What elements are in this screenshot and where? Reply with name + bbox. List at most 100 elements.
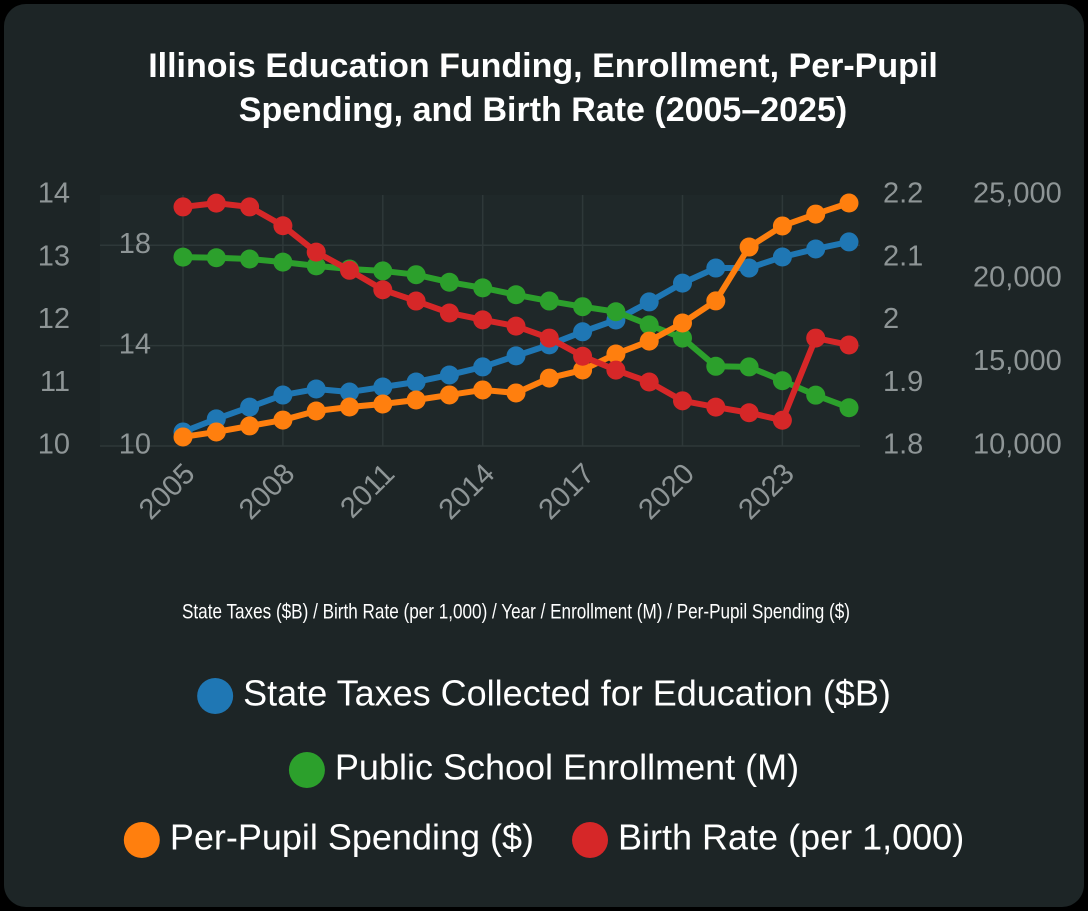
y3-tick-label: 11 <box>40 366 70 398</box>
data-point <box>706 397 726 417</box>
data-point <box>406 390 426 410</box>
data-point <box>473 310 493 330</box>
data-point <box>373 280 393 300</box>
data-point <box>606 360 626 380</box>
legend-marker <box>288 752 325 788</box>
chart: Illinois Education Funding, Enrollment, … <box>38 47 1062 858</box>
data-point <box>506 383 526 403</box>
data-point <box>806 204 826 224</box>
data-point <box>240 397 260 417</box>
legend-item: Per-Pupil Spending ($) <box>123 817 534 858</box>
data-point <box>306 256 326 276</box>
data-point <box>772 216 792 236</box>
legend-label: Public School Enrollment (M) <box>335 747 799 788</box>
data-point <box>306 401 326 421</box>
data-point <box>573 346 593 366</box>
data-point <box>573 322 593 342</box>
data-point <box>340 382 359 402</box>
y2-tick-label: 2.2 <box>883 178 923 210</box>
legend-item: Birth Rate (per 1,000) <box>572 817 964 858</box>
data-point <box>173 427 193 447</box>
data-point <box>306 242 326 262</box>
data-point <box>673 313 692 333</box>
legend-label: Birth Rate (per 1,000) <box>618 817 964 858</box>
y3-tick-label: 13 <box>38 240 70 272</box>
data-point <box>206 422 226 442</box>
data-point <box>439 303 459 323</box>
data-point <box>373 261 393 281</box>
legend-marker <box>197 678 234 714</box>
data-point <box>240 197 260 217</box>
y4-tick-label: 25,000 <box>973 178 1062 210</box>
data-point <box>473 380 493 400</box>
y2-tick-label: 1.8 <box>883 429 923 461</box>
data-point <box>706 291 726 311</box>
card: Illinois Education Funding, Enrollment, … <box>4 4 1084 907</box>
x-tick-label: 2008 <box>233 458 301 526</box>
data-point <box>806 239 826 259</box>
data-point <box>473 357 493 377</box>
legend-marker <box>572 822 609 858</box>
data-point <box>839 193 859 213</box>
x-axis-label: State Taxes ($B) / Birth Rate (per 1,000… <box>182 601 850 624</box>
y3-tick-label: 10 <box>38 429 70 461</box>
data-point <box>839 335 859 355</box>
data-point <box>673 328 692 348</box>
data-point <box>839 398 859 418</box>
data-point <box>439 365 459 385</box>
legend-label: State Taxes Collected for Education ($B) <box>243 673 891 714</box>
y3-tick-label: 14 <box>38 178 70 210</box>
data-point <box>273 410 293 430</box>
data-point <box>639 331 659 351</box>
data-point <box>806 385 826 405</box>
data-point <box>439 272 459 292</box>
y2-tick-label: 2.1 <box>883 240 923 272</box>
data-point <box>573 360 593 380</box>
y-tick-label: 14 <box>119 328 151 360</box>
data-point <box>240 249 260 269</box>
data-point <box>739 357 759 377</box>
y2-tick-label: 1.9 <box>883 366 923 398</box>
data-point <box>639 292 659 312</box>
data-point <box>539 368 559 388</box>
data-point <box>340 260 359 280</box>
data-point <box>173 247 193 267</box>
data-point <box>739 258 759 278</box>
data-point <box>406 291 426 311</box>
legend-item: State Taxes Collected for Education ($B) <box>197 673 891 714</box>
data-point <box>772 410 792 430</box>
legend-item: Public School Enrollment (M) <box>288 747 799 788</box>
y4-tick-label: 15,000 <box>973 345 1062 377</box>
data-point <box>439 385 459 405</box>
data-point <box>673 391 692 411</box>
y4-tick-label: 20,000 <box>973 261 1062 293</box>
data-point <box>539 328 559 348</box>
data-point <box>739 403 759 423</box>
data-point <box>506 285 526 305</box>
y2-tick-label: 2 <box>883 303 899 335</box>
data-point <box>706 356 726 376</box>
data-point <box>506 316 526 336</box>
data-point <box>206 193 226 213</box>
x-tick-label: 2023 <box>733 458 801 526</box>
data-point <box>639 372 659 392</box>
data-point <box>406 372 426 392</box>
data-point <box>639 315 659 335</box>
data-point <box>373 394 393 414</box>
data-point <box>673 273 692 293</box>
data-point <box>772 371 792 391</box>
data-point <box>739 237 759 257</box>
data-point <box>839 232 859 252</box>
data-point <box>506 346 526 366</box>
y3-tick-label: 12 <box>38 303 70 335</box>
chart-title: Illinois Education Funding, Enrollment, … <box>148 47 938 129</box>
data-point <box>173 197 193 217</box>
data-point <box>273 385 293 405</box>
data-point <box>606 344 626 364</box>
legend-label: Per-Pupil Spending ($) <box>170 817 534 858</box>
data-point <box>606 302 626 322</box>
x-tick-label: 2011 <box>334 458 401 525</box>
legend-marker <box>123 822 160 858</box>
data-point <box>706 258 726 278</box>
data-point <box>772 247 792 267</box>
